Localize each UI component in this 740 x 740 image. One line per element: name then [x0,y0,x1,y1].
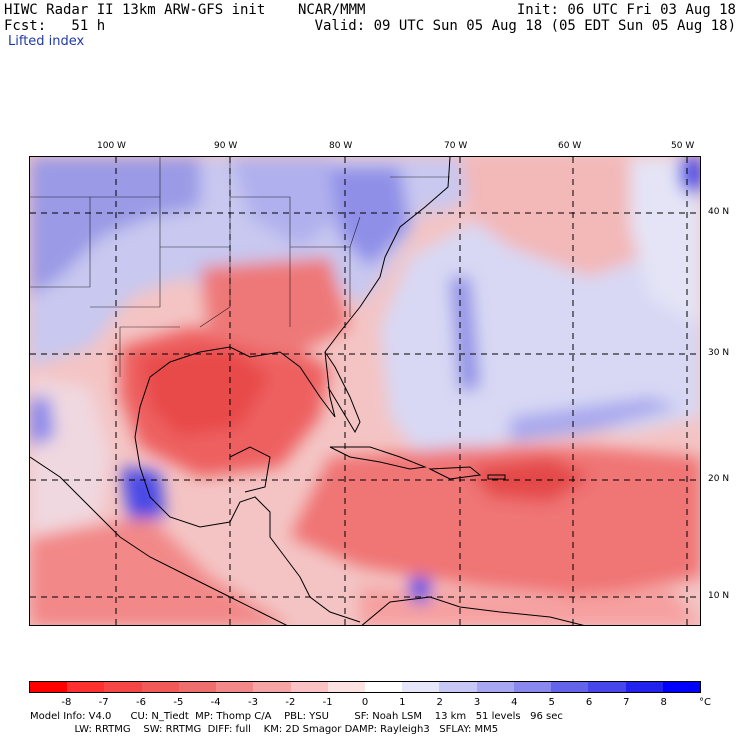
lon-label-90w: 90 W [214,141,238,151]
lat-label-30n: 30 N [708,348,730,358]
legend-value-label: -8 [61,697,72,708]
field-shading [30,157,700,625]
model-info-line2: LW: RRTMG SW: RRTMG DIFF: full KM: 2D Sm… [30,724,499,735]
legend-value-label: -1 [322,697,333,708]
lon-label-100w: 100 W [97,141,126,151]
legend-value-label: -2 [285,697,296,708]
valid-time: Valid: 09 UTC Sun 05 Aug 18 (05 EDT Sun … [314,18,736,34]
legend-value-label: 6 [585,697,593,708]
legend-color-cell [551,682,589,692]
legend-color-cell [67,682,105,692]
model-title: HIWC Radar II 13km ARW-GFS init [4,2,266,18]
legend-color-cell [290,682,328,692]
legend-value-label: -3 [248,697,258,708]
legend-color-cell [178,682,217,692]
legend-value-label: 7 [623,697,630,708]
forecast-hour: Fcst: 51 h [4,18,106,34]
legend-value-label: 8 [660,697,667,708]
legend-value-label: -7 [98,697,109,708]
legend-color-cell [216,682,254,692]
legend-value-label: 1 [399,697,406,708]
legend-color-cell [476,682,514,692]
legend-color-cell [513,682,552,692]
color-legend [29,681,701,693]
legend-value-label: -5 [173,697,184,708]
legend-value-label: -6 [136,697,146,708]
lat-lon-grid [30,157,700,625]
lon-label-80w: 80 W [329,141,353,151]
lat-label-40n: 40 N [708,207,730,217]
organization-label: NCAR/MMM [298,2,366,18]
legend-color-cell [104,682,142,692]
lat-label-20n: 20 N [708,474,730,484]
legend-color-cell [364,682,403,692]
model-info-line1: Model Info: V4.0 CU: N_Tiedt MP: Thomp C… [30,711,563,722]
lat-label-10n: 10 N [708,591,730,601]
legend-color-cell [588,682,626,692]
legend-value-label: 0 [361,697,369,708]
legend-unit: °C [699,697,711,708]
lon-label-60w: 60 W [558,141,582,151]
legend-color-cell [30,682,68,692]
lifted-index-map [29,156,701,626]
legend-color-cell [327,682,365,692]
lon-label-50w: 50 W [671,141,695,151]
legend-color-cell [439,682,477,692]
coastlines [30,157,585,625]
map-svg [30,157,700,625]
legend-value-label: -4 [210,697,221,708]
legend-color-cell [253,682,291,692]
legend-value-label: 5 [548,697,555,708]
lon-label-70w: 70 W [444,141,468,151]
legend-color-cell [662,682,700,692]
legend-value-label: 2 [436,697,443,708]
legend-color-cell [625,682,663,692]
legend-color-cell [141,682,179,692]
legend-value-label: 3 [473,697,481,708]
legend-value-label: 4 [511,697,518,708]
init-time: Init: 06 UTC Fri 03 Aug 18 [516,2,736,18]
field-name: Lifted index [8,34,85,49]
legend-color-cell [402,682,440,692]
